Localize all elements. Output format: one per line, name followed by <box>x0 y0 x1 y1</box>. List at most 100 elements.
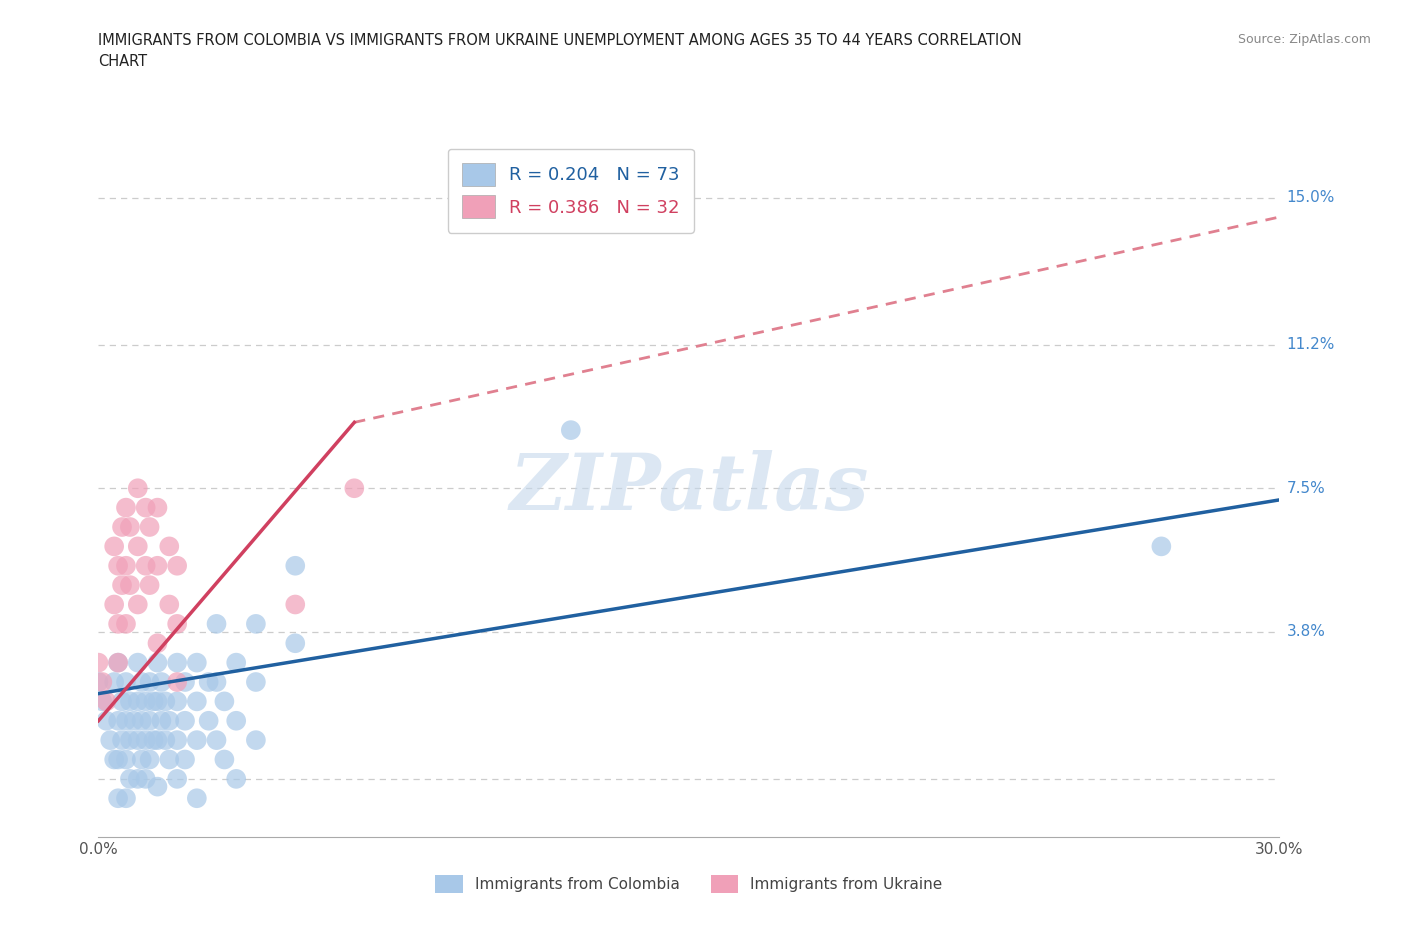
Point <box>174 674 197 689</box>
Point <box>103 539 125 554</box>
Point <box>127 733 149 748</box>
Text: ZIPatlas: ZIPatlas <box>509 450 869 526</box>
Point <box>103 752 125 767</box>
Point <box>91 694 114 709</box>
Point <box>138 520 160 535</box>
Point <box>103 597 125 612</box>
Point <box>186 733 208 748</box>
Point <box>107 655 129 670</box>
Point <box>166 558 188 573</box>
Point <box>135 733 157 748</box>
Point <box>174 752 197 767</box>
Point <box>107 617 129 631</box>
Point <box>142 733 165 748</box>
Point <box>115 558 138 573</box>
Point <box>150 674 173 689</box>
Point <box>146 694 169 709</box>
Point <box>131 752 153 767</box>
Point <box>146 779 169 794</box>
Point <box>107 655 129 670</box>
Point <box>146 655 169 670</box>
Point <box>174 713 197 728</box>
Point <box>138 713 160 728</box>
Point <box>118 578 141 592</box>
Point <box>343 481 366 496</box>
Text: 11.2%: 11.2% <box>1286 338 1334 352</box>
Point <box>98 733 121 748</box>
Point <box>157 597 180 612</box>
Point <box>87 674 110 689</box>
Point <box>127 772 149 787</box>
Text: 15.0%: 15.0% <box>1286 190 1334 206</box>
Point <box>115 617 138 631</box>
Point <box>111 733 134 748</box>
Point <box>150 713 173 728</box>
Text: 3.8%: 3.8% <box>1286 624 1326 639</box>
Point <box>138 752 160 767</box>
Point <box>146 733 169 748</box>
Point <box>138 578 160 592</box>
Point <box>122 713 145 728</box>
Point <box>107 790 129 805</box>
Point <box>157 713 180 728</box>
Point <box>91 674 114 689</box>
Point <box>127 694 149 709</box>
Point <box>166 733 188 748</box>
Point <box>127 597 149 612</box>
Point <box>107 752 129 767</box>
Point <box>135 772 157 787</box>
Point <box>205 617 228 631</box>
Point <box>118 694 141 709</box>
Point <box>127 655 149 670</box>
Point <box>146 500 169 515</box>
Legend: Immigrants from Colombia, Immigrants from Ukraine: Immigrants from Colombia, Immigrants fro… <box>429 870 949 899</box>
Point <box>118 520 141 535</box>
Point <box>135 694 157 709</box>
Point <box>166 772 188 787</box>
Point <box>131 713 153 728</box>
Point <box>96 713 118 728</box>
Point <box>186 655 208 670</box>
Point <box>146 558 169 573</box>
Point <box>131 674 153 689</box>
Point <box>103 674 125 689</box>
Point <box>115 674 138 689</box>
Point <box>146 636 169 651</box>
Point <box>225 772 247 787</box>
Text: CHART: CHART <box>98 54 148 69</box>
Point <box>135 500 157 515</box>
Point <box>118 733 141 748</box>
Point <box>115 790 138 805</box>
Point <box>157 539 180 554</box>
Point <box>135 558 157 573</box>
Point <box>157 752 180 767</box>
Point <box>166 617 188 631</box>
Point <box>225 655 247 670</box>
Point <box>214 752 236 767</box>
Point <box>245 617 267 631</box>
Point <box>186 694 208 709</box>
Point <box>245 733 267 748</box>
Point <box>111 694 134 709</box>
Point <box>115 713 138 728</box>
Point <box>1150 539 1173 554</box>
Point <box>127 539 149 554</box>
Point <box>214 694 236 709</box>
Point <box>111 520 134 535</box>
Point <box>166 655 188 670</box>
Point <box>284 558 307 573</box>
Point <box>560 423 582 438</box>
Point <box>96 694 118 709</box>
Point <box>155 694 177 709</box>
Point <box>284 636 307 651</box>
Point <box>118 772 141 787</box>
Text: 7.5%: 7.5% <box>1286 481 1326 496</box>
Point <box>166 694 188 709</box>
Point <box>197 713 219 728</box>
Point <box>127 481 149 496</box>
Point <box>87 655 110 670</box>
Point <box>197 674 219 689</box>
Text: Source: ZipAtlas.com: Source: ZipAtlas.com <box>1237 33 1371 46</box>
Point <box>245 674 267 689</box>
Point <box>186 790 208 805</box>
